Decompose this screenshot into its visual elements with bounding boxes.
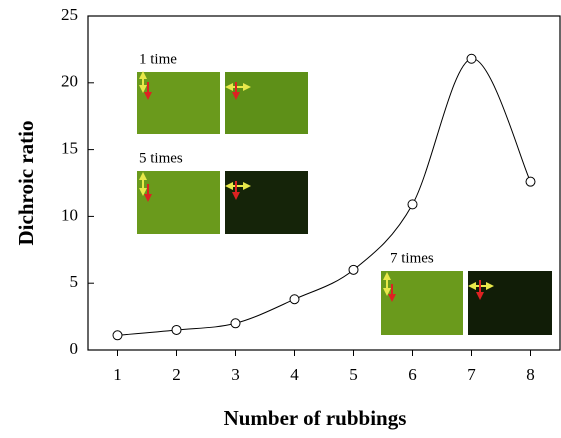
micrograph <box>137 72 220 134</box>
data-point <box>348 264 359 275</box>
micrograph <box>225 171 308 234</box>
data-point <box>289 294 300 305</box>
micrograph <box>468 271 552 335</box>
x-tick-label: 5 <box>349 365 358 384</box>
y-tick-label: 10 <box>61 205 78 224</box>
inset-label: 5 times <box>139 150 183 166</box>
micrograph <box>137 171 220 234</box>
x-tick-label: 2 <box>172 365 181 384</box>
data-point <box>112 330 123 341</box>
y-tick-label: 15 <box>61 139 78 158</box>
polarizer-arrows <box>139 71 494 302</box>
y-tick-label: 5 <box>70 272 79 291</box>
data-point <box>230 318 241 329</box>
data-point <box>171 324 182 335</box>
data-point <box>466 53 477 64</box>
inset-label: 1 time <box>139 51 177 67</box>
x-axis-title: Number of rubbings <box>224 406 407 430</box>
micrograph <box>381 271 463 335</box>
x-tick-label: 6 <box>408 365 417 384</box>
y-tick-label: 25 <box>61 5 78 24</box>
x-tick-label: 3 <box>231 365 240 384</box>
y-axis-title: Dichroic ratio <box>14 121 38 246</box>
micrograph <box>225 72 308 134</box>
x-tick-label: 4 <box>290 365 299 384</box>
x-tick-label: 1 <box>113 365 122 384</box>
x-tick-label: 7 <box>467 365 476 384</box>
inset-label: 7 times <box>390 250 434 266</box>
y-tick-label: 20 <box>61 72 78 91</box>
plot-frame <box>87 15 561 351</box>
data-point <box>407 199 418 210</box>
insets: 1 time 5 times 7 times <box>137 51 552 335</box>
y-tick-label: 0 <box>70 339 79 358</box>
x-tick-label: 8 <box>526 365 535 384</box>
data-point <box>525 176 536 187</box>
